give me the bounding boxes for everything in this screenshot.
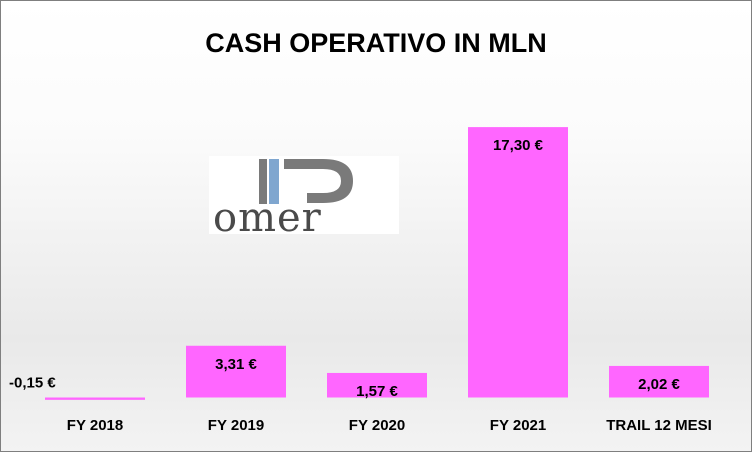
value-label-1: 3,31 € [215,356,257,373]
value-label-2: 1,57 € [356,383,398,400]
x-tick-label-4: TRAIL 12 MESI [606,417,712,434]
bar-4 [609,365,709,398]
chart-title: CASH OPERATIVO IN MLN [205,28,547,58]
x-tick-label-0: FY 2018 [67,417,123,434]
value-labels-layer: -0,15 € 3,31 € 1,57 € 17,30 € 2,02 € [9,137,681,400]
logo-gray-bar [259,159,267,204]
logo-blue-bar [269,159,279,204]
bar-2 [327,372,427,398]
value-label-4: 2,02 € [638,376,680,393]
x-tick-label-3: FY 2021 [490,417,546,434]
bar-0 [45,397,145,400]
bars-layer [45,127,709,400]
bar-1 [186,345,286,398]
logo-r-shape [284,159,353,203]
x-tick-labels-layer: FY 2018 FY 2019 FY 2020 FY 2021 TRAIL 12 MES… [67,417,712,434]
value-label-0: -0,15 € [9,375,56,392]
romer-logo: omer [209,156,399,241]
x-tick-label-2: FY 2020 [349,417,405,434]
bar-3 [468,127,568,398]
value-label-3: 17,30 € [493,137,544,154]
logo-wordmark: omer [213,195,322,241]
x-tick-label-1: FY 2019 [208,417,264,434]
